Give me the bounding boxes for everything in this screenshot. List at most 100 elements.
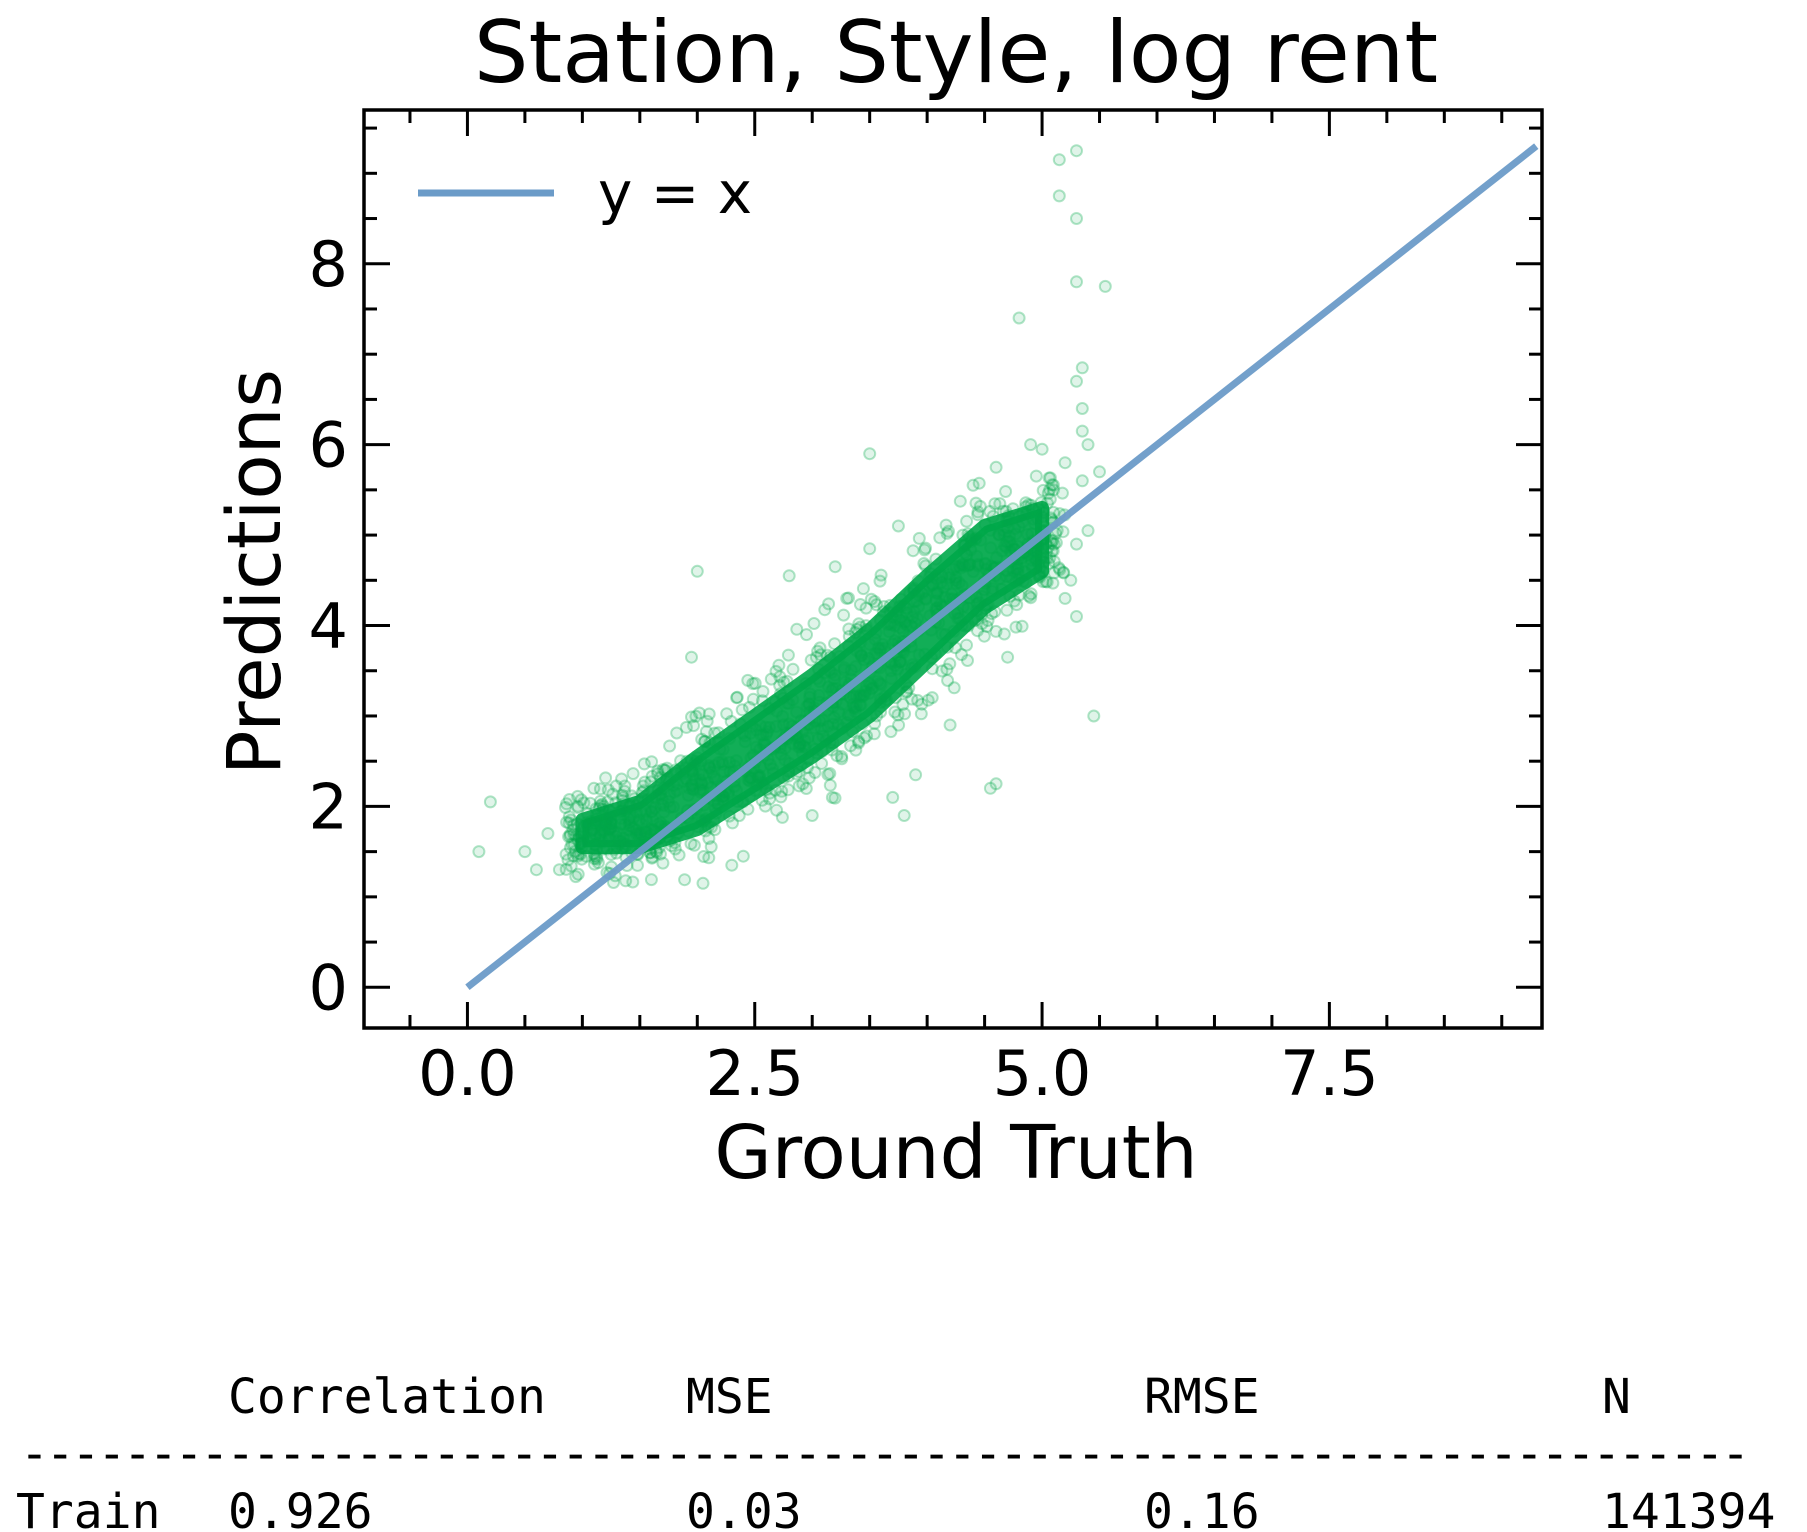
data-point [894, 654, 908, 668]
data-point [815, 757, 829, 770]
data-point [796, 746, 809, 760]
data-point [1035, 551, 1048, 565]
data-point [1036, 564, 1050, 578]
data-point [835, 697, 849, 711]
data-point [934, 576, 948, 590]
data-point [668, 842, 682, 856]
data-point [670, 726, 684, 740]
data-point [604, 847, 618, 861]
data-point [981, 598, 995, 611]
data-point [764, 672, 778, 686]
data-point [703, 761, 717, 775]
data-point [677, 774, 691, 788]
data-point [567, 818, 581, 832]
data-point [980, 620, 994, 633]
data-point [598, 820, 612, 834]
data-point [1001, 521, 1014, 535]
data-point [847, 689, 861, 703]
data-point [853, 698, 867, 712]
data-point [638, 825, 652, 839]
data-point [868, 632, 882, 646]
data-point [996, 523, 1010, 537]
data-point [592, 801, 606, 815]
data-point [702, 832, 716, 845]
data-point [708, 772, 722, 786]
data-point [1024, 587, 1038, 601]
data-point [847, 700, 861, 714]
data-point [736, 849, 750, 863]
data-point [693, 773, 707, 787]
data-point [576, 827, 590, 841]
data-point [977, 629, 991, 643]
data-point [689, 754, 703, 768]
data-point [611, 834, 625, 848]
data-point [662, 774, 676, 788]
data-point [948, 641, 962, 655]
data-point [699, 824, 713, 838]
data-point [744, 772, 758, 785]
data-point [894, 610, 908, 624]
stats-table: Correlation MSE RMSE N -----------------… [16, 1369, 1775, 1532]
data-point [759, 727, 773, 741]
data-point [645, 804, 659, 818]
data-point [963, 557, 977, 571]
data-point [878, 694, 892, 708]
data-point [604, 821, 618, 835]
data-point [589, 828, 602, 842]
data-point [983, 781, 997, 795]
data-point [728, 759, 742, 773]
data-point [794, 758, 808, 772]
data-point [961, 601, 975, 615]
data-point [882, 625, 896, 639]
data-point [949, 573, 963, 587]
data-point [655, 797, 668, 811]
data-point [741, 673, 755, 687]
data-point [970, 590, 983, 604]
data-point [825, 666, 838, 679]
data-point [566, 823, 580, 837]
data-point [925, 662, 939, 676]
data-point [711, 797, 725, 811]
data-point [587, 857, 601, 871]
data-point [622, 823, 636, 837]
data-point [979, 598, 993, 612]
data-point [790, 622, 804, 636]
data-point [1005, 571, 1019, 585]
data-point [1057, 566, 1071, 580]
data-point [755, 793, 769, 807]
data-point [656, 782, 670, 796]
data-point [922, 579, 936, 593]
data-point [912, 648, 926, 662]
stats-value-rmse: 0.16 [1144, 1484, 1260, 1532]
data-point [561, 853, 575, 867]
data-point [644, 775, 658, 789]
data-point [1036, 483, 1050, 497]
data-point [1007, 594, 1021, 608]
data-point [574, 847, 588, 861]
data-point [690, 757, 704, 771]
data-point [918, 591, 932, 605]
data-point [632, 813, 646, 827]
stats-header-n: N [1602, 1369, 1631, 1425]
data-point [569, 844, 582, 858]
data-point [711, 797, 725, 811]
data-point [1053, 563, 1067, 577]
data-point [885, 618, 899, 632]
data-point [716, 742, 730, 756]
data-point [624, 811, 637, 825]
data-point [793, 737, 807, 751]
data-point [905, 692, 919, 706]
data-point [818, 603, 832, 617]
data-point [975, 617, 989, 631]
data-point [746, 677, 760, 691]
data-point [736, 727, 750, 740]
data-point [618, 840, 632, 854]
data-point [590, 850, 604, 864]
data-point [1046, 478, 1060, 492]
data-point [873, 696, 887, 710]
data-point [1021, 527, 1035, 541]
data-point [951, 606, 965, 620]
data-point [914, 707, 928, 721]
data-point [754, 760, 767, 774]
data-point [873, 676, 887, 690]
